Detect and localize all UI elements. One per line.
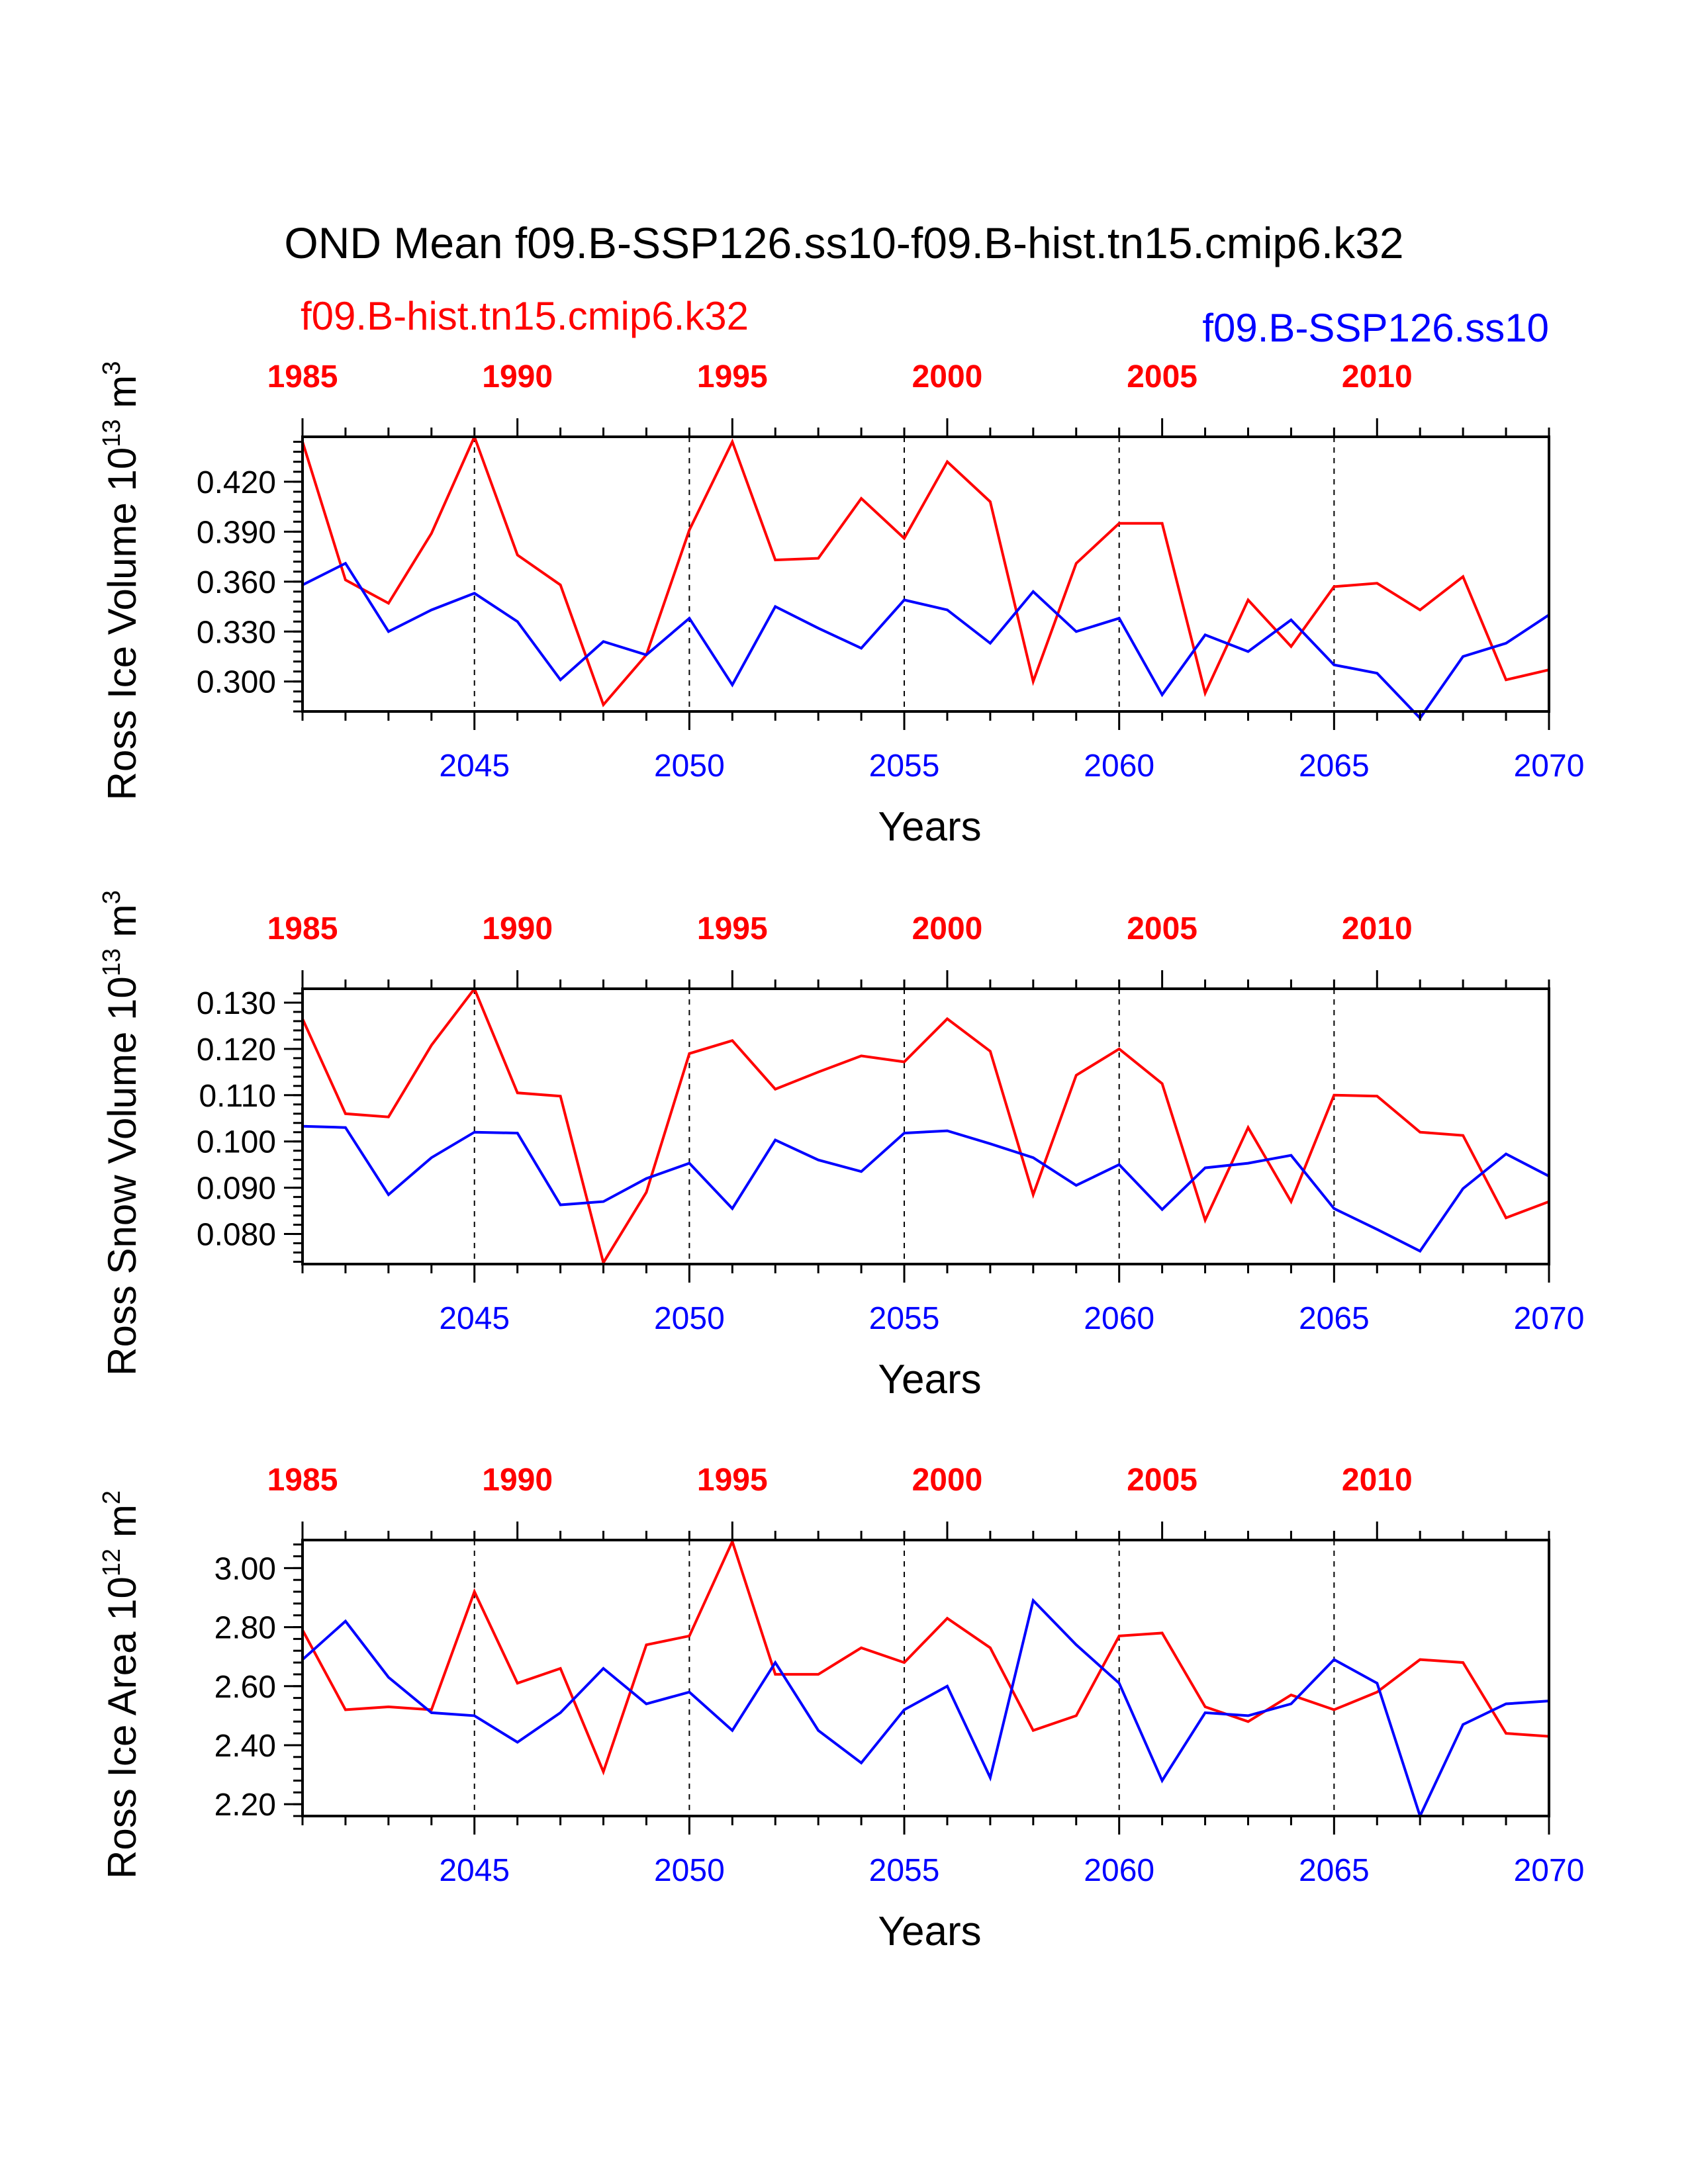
x-bottom-tick-label: 2055: [869, 1853, 940, 1888]
y-axis-label: Ross Snow Volume 1013 m3: [98, 890, 144, 1376]
chart-title: OND Mean f09.B-SSP126.ss10-f09.B-hist.tn…: [284, 218, 1403, 267]
x-top-tick-label: 2005: [1127, 1463, 1197, 1498]
y-tick-label: 2.60: [214, 1670, 276, 1705]
x-top-tick-label: 1985: [267, 1463, 338, 1498]
x-top-tick-label: 2000: [912, 911, 983, 946]
x-bottom-tick-label: 2045: [439, 749, 510, 784]
y-tick-label: 0.110: [199, 1079, 276, 1114]
legend-hist-label: f09.B-hist.tn15.cmip6.k32: [301, 294, 749, 338]
x-top-tick-label: 2010: [1342, 359, 1413, 394]
x-bottom-tick-label: 2045: [439, 1853, 510, 1888]
x-bottom-tick-label: 2065: [1299, 1853, 1370, 1888]
x-bottom-tick-label: 2070: [1514, 1301, 1585, 1336]
series-line-ssp: [302, 561, 1550, 721]
y-tick-label: 0.100: [197, 1125, 276, 1160]
x-bottom-tick-label: 2055: [869, 1301, 940, 1336]
x-top-tick-label: 1990: [482, 911, 553, 946]
y-tick-label: 0.080: [197, 1218, 276, 1253]
y-tick-label: 2.80: [214, 1611, 276, 1646]
series-line-hist: [301, 986, 1550, 1266]
x-top-tick-label: 2000: [912, 1463, 983, 1498]
x-top-tick-label: 1985: [267, 911, 338, 946]
series-line-hist: [301, 433, 1550, 707]
x-axis-label: Years: [878, 1357, 981, 1402]
x-bottom-tick-label: 2070: [1514, 1853, 1585, 1888]
x-top-tick-label: 2000: [912, 359, 983, 394]
x-top-tick-label: 2005: [1127, 359, 1197, 394]
chart-panel-2: 0.080 0.090 0.100 0.110 0.120 0.130 2045 2050 20…: [98, 890, 1584, 1402]
x-bottom-tick-label: 2050: [654, 1853, 725, 1888]
x-top-tick-label: 2010: [1342, 1463, 1413, 1498]
y-tick-label: 3.00: [214, 1551, 276, 1586]
y-tick-label: 0.300: [197, 665, 276, 700]
series-line-ssp: [301, 1598, 1550, 1820]
y-tick-label: 0.360: [197, 565, 276, 600]
x-top-tick-label: 1985: [267, 359, 338, 394]
y-tick-label: 0.090: [197, 1171, 276, 1206]
x-bottom-tick-label: 2070: [1514, 749, 1585, 784]
x-top-tick-label: 1995: [697, 1463, 768, 1498]
x-bottom-tick-label: 2050: [654, 1301, 725, 1336]
y-tick-label: 0.390: [197, 515, 276, 550]
y-tick-label: 0.420: [197, 465, 276, 500]
plot-frame: [301, 987, 1550, 1265]
x-bottom-tick-label: 2065: [1299, 1301, 1370, 1336]
x-top-tick-label: 2010: [1342, 911, 1413, 946]
x-bottom-tick-label: 2045: [439, 1301, 510, 1336]
x-top-tick-label: 2005: [1127, 911, 1197, 946]
y-tick-label: 0.330: [197, 615, 276, 650]
y-tick-label: 0.130: [197, 986, 276, 1021]
x-top-tick-label: 1990: [482, 1463, 553, 1498]
x-bottom-tick-label: 2055: [869, 749, 940, 784]
x-top-tick-label: 1995: [697, 911, 768, 946]
x-bottom-tick-label: 2050: [654, 749, 725, 784]
legend-ssp-label: f09.B-SSP126.ss10: [1202, 306, 1549, 350]
series-line-hist: [301, 1537, 1550, 1776]
plot-frame: [301, 1539, 1550, 1817]
panels: 0.300 0.330 0.360 0.390 0.420 2045 2050 2055 206…: [98, 359, 1584, 1954]
y-tick-label: 2.40: [214, 1729, 276, 1764]
x-bottom-tick-label: 2065: [1299, 749, 1370, 784]
y-tick-label: 2.20: [214, 1788, 276, 1823]
y-axis-label: Ross Ice Volume 1013 m3: [98, 361, 144, 801]
y-axis-label: Ross Ice Area 1012 m2: [98, 1490, 144, 1879]
chart-panel-1: 0.300 0.330 0.360 0.390 0.420 2045 2050 2055 206…: [98, 359, 1584, 850]
x-bottom-tick-label: 2060: [1084, 1853, 1154, 1888]
chart-panel-3: 2.20 2.40 2.60 2.80 3.00 2045 2050 2055 2060 2065…: [98, 1463, 1584, 1954]
x-axis-label: Years: [878, 1909, 981, 1954]
plot-frame: [301, 435, 1550, 713]
y-tick-label: 0.120: [197, 1032, 276, 1068]
x-top-tick-label: 1990: [482, 359, 553, 394]
x-axis-label: Years: [878, 804, 981, 850]
x-top-tick-label: 1995: [697, 359, 768, 394]
x-bottom-tick-label: 2060: [1084, 749, 1154, 784]
x-bottom-tick-label: 2060: [1084, 1301, 1154, 1336]
series-line-ssp: [302, 1124, 1550, 1253]
